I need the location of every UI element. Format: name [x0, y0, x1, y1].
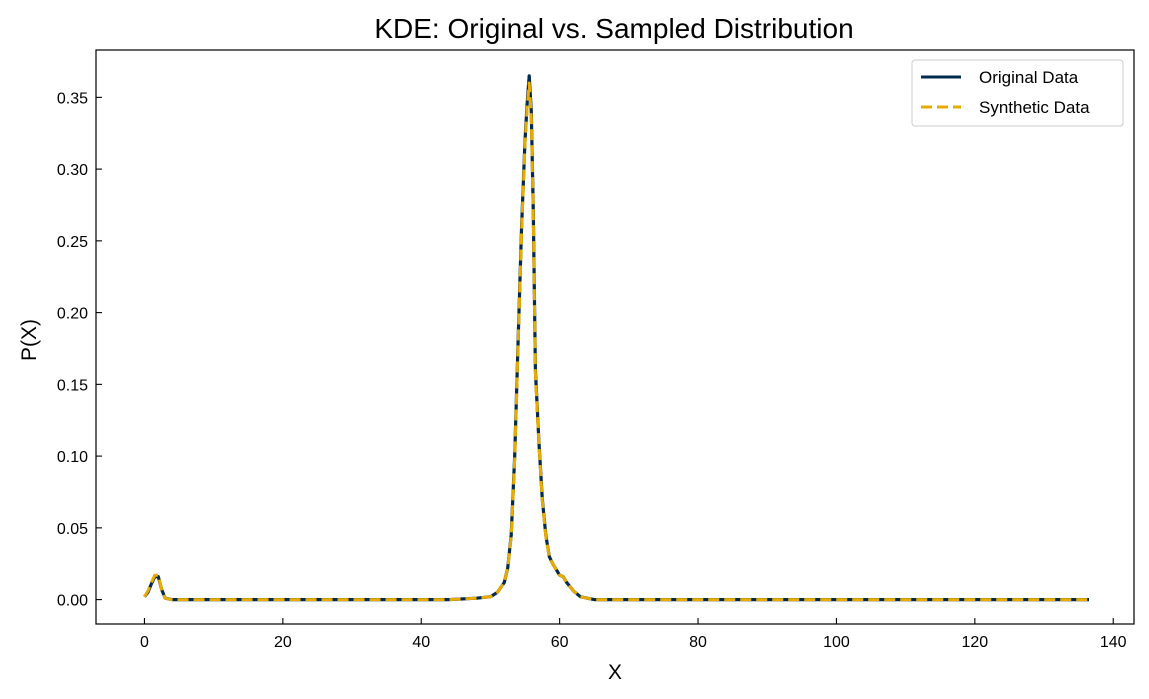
y-axis: 0.00 0.05 0.10 0.15 0.20 0.25 0.30 0.35: [57, 90, 102, 610]
x-tick-label: 0: [140, 634, 149, 651]
y-tick-label: 0.35: [57, 90, 88, 107]
y-tick-label: 0.05: [57, 521, 88, 538]
x-tick-label: 40: [412, 634, 430, 651]
x-axis-label: X: [608, 661, 622, 684]
y-tick-label: 0.25: [57, 234, 88, 251]
plot-frame: [95, 49, 1135, 625]
x-tick-label: 120: [961, 634, 988, 651]
y-tick-label: 0.30: [57, 162, 88, 179]
y-tick-label: 0.00: [57, 593, 88, 610]
y-tick-label: 0.15: [57, 377, 88, 394]
y-tick-label: 0.10: [57, 449, 88, 466]
chart-title: KDE: Original vs. Sampled Distribution: [374, 13, 853, 44]
legend: Original Data Synthetic Data: [911, 59, 1124, 127]
legend-label-synthetic: Synthetic Data: [979, 98, 1090, 117]
x-tick-label: 60: [551, 634, 569, 651]
x-tick-label: 80: [689, 634, 707, 651]
y-tick-label: 0.20: [57, 306, 88, 323]
series-line-synthetic: [143, 81, 1089, 602]
legend-box: [911, 59, 1124, 127]
y-axis-label: P(X): [18, 319, 41, 361]
x-axis: 0 20 40 60 80 100 120 140: [140, 618, 1127, 651]
legend-label-original: Original Data: [979, 68, 1079, 87]
x-tick-label: 100: [823, 634, 850, 651]
x-tick-label: 140: [1100, 634, 1127, 651]
x-tick-label: 20: [274, 634, 292, 651]
plot-area: [143, 74, 1089, 602]
